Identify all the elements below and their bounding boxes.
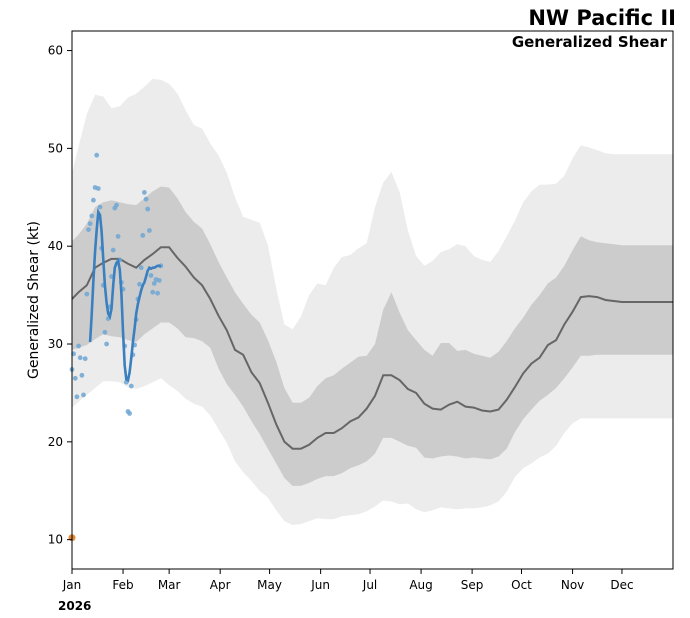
x-tick-label: Jun [310,578,330,592]
plot-frame [71,30,674,570]
observation-point [145,206,151,212]
observation-point [91,197,96,203]
observation-point [81,392,86,398]
x-tick-label: Sep [461,578,484,592]
year-label: 2026 [58,599,91,613]
observation-point [104,341,109,347]
observation-point [148,273,154,278]
x-tick-label: Mar [158,578,181,592]
observation-point [84,291,90,297]
observation-point [95,186,101,191]
observation-point [140,233,146,238]
y-tick-label: 20 [48,435,63,449]
observation-point [89,213,95,219]
observation-point [79,372,85,378]
chart-subtitle: Generalized Shear [512,33,668,51]
observation-point [128,383,134,389]
observation-point [147,228,152,233]
y-tick-label: 50 [48,141,63,155]
observation-point [143,196,149,202]
observation-point [150,289,156,295]
observation-point [94,152,100,158]
x-tick-label: Apr [210,578,231,592]
x-tick-label: May [257,578,282,592]
observation-point [77,355,83,361]
inner-range-band [72,186,673,486]
y-tick-label: 60 [48,44,63,58]
x-tick-label: Oct [511,578,532,592]
x-tick-label: Nov [561,578,584,592]
chart-title: NW Pacific II [528,6,676,30]
observation-point [102,329,108,335]
observation-point [110,247,116,253]
observation-point [72,375,78,381]
observation-point [142,190,147,195]
observation-point [97,204,103,210]
observation-point [137,281,142,287]
x-tick-label: Dec [610,578,633,592]
observation-point [151,281,157,286]
current-year-line [88,207,162,383]
observation-point [127,411,132,416]
observation-point [87,221,93,227]
observation-point [156,278,162,283]
observation-point [74,394,80,400]
plot-area: 10 20 30 40 50 60 Jan Feb Mar Apr May Jun Jul Aug Sep O… [48,30,674,592]
observation-point [76,343,81,349]
y-tick-label: 10 [48,533,63,547]
climatology-line [71,246,673,450]
x-tick-label: Feb [112,578,133,592]
y-axis-label: Generalized Shear (kt) [26,221,42,379]
observation-point [114,202,119,208]
y-tick-label: 30 [48,337,63,351]
observation-point [138,265,144,271]
observation-point [155,290,161,296]
y-tick-label: 40 [48,239,63,253]
x-tick-label: Jul [362,578,377,592]
observation-point [115,234,121,239]
observation-point [82,356,88,362]
x-tick-label: Aug [409,578,432,592]
x-tick-label: Jan [62,578,82,592]
observation-point [86,227,91,233]
